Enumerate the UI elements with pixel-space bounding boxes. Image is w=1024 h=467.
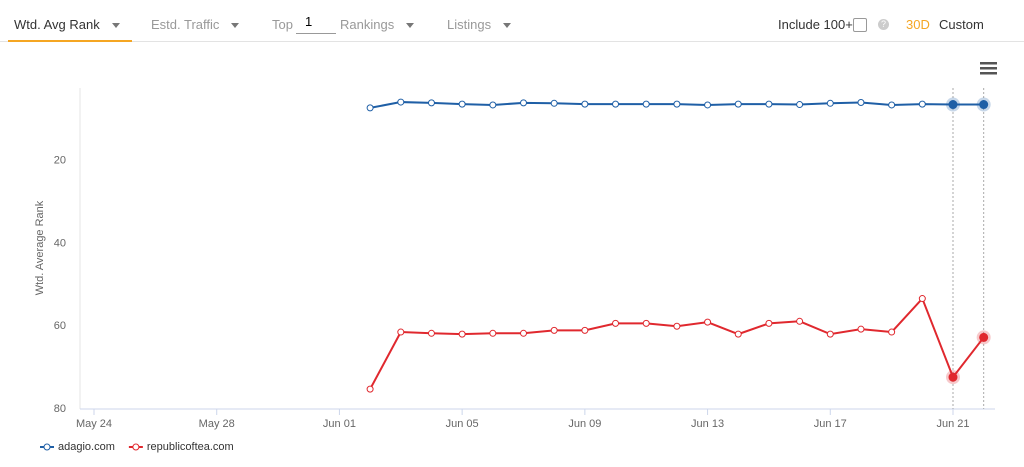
y-tick-label: 40 (54, 237, 66, 249)
x-tick-label: Jun 21 (936, 418, 969, 430)
point-halo (976, 97, 991, 112)
dropdown[interactable]: Listings (447, 17, 512, 32)
point (550, 326, 558, 334)
x-tick-label: Jun 17 (814, 418, 847, 430)
point (489, 101, 497, 109)
tab-label: Wtd. Avg Rank (14, 17, 100, 32)
top-label: Top (272, 17, 293, 32)
legend-marker (43, 443, 51, 451)
point (520, 99, 527, 107)
point (458, 100, 466, 108)
point (642, 319, 650, 327)
x-tick-label: May 28 (199, 418, 235, 430)
point (979, 100, 989, 110)
point (550, 99, 558, 107)
tab[interactable]: Estd. Traffic (151, 17, 240, 32)
point (397, 328, 405, 336)
point (366, 385, 374, 393)
point (397, 98, 405, 106)
legend-label: adagio.com (58, 441, 115, 453)
point (612, 100, 620, 108)
top-input[interactable]: 1 (296, 14, 336, 34)
point (366, 104, 374, 112)
x-tick-label: May 24 (76, 418, 112, 430)
point (765, 100, 773, 108)
point (796, 317, 804, 325)
series-line (369, 101, 984, 109)
point (581, 100, 589, 108)
point (489, 329, 497, 337)
point (948, 100, 958, 110)
point (642, 100, 650, 108)
checkbox[interactable] (853, 18, 867, 32)
dropdown-label: Rankings (340, 17, 395, 32)
y-tick-label: 80 (54, 403, 66, 415)
range-button[interactable]: Custom (939, 17, 984, 32)
toolbar: Wtd. Avg Rank Estd. Traffic Top 1 Rankin… (0, 0, 1024, 42)
legend-marker (132, 443, 140, 451)
legend-label: republicoftea.com (147, 441, 234, 453)
point-halo (976, 330, 991, 345)
tab-label: Estd. Traffic (151, 17, 220, 32)
active-underline (8, 40, 132, 42)
x-tick-label: Jun 01 (323, 418, 356, 430)
y-tick-label: 20 (54, 155, 66, 167)
point (673, 100, 681, 108)
point (765, 319, 773, 327)
dropdown-label: Listings (447, 17, 492, 32)
point (888, 101, 896, 109)
point (612, 319, 620, 327)
point (734, 330, 742, 338)
help-icon[interactable]: ? (878, 19, 889, 30)
point (857, 325, 865, 333)
point (796, 101, 804, 109)
x-tick-label: Jun 09 (568, 418, 601, 430)
x-tick-label: Jun 13 (691, 418, 724, 430)
point (427, 99, 435, 107)
point (427, 329, 435, 337)
y-axis-title: Wtd. Average Rank (34, 200, 46, 295)
point (734, 100, 742, 108)
point (520, 329, 527, 337)
point (888, 328, 896, 336)
y-tick-label: 60 (54, 320, 66, 332)
menu-icon[interactable] (980, 62, 997, 75)
point (948, 372, 958, 382)
point (581, 326, 589, 334)
point (979, 332, 989, 342)
dropdown[interactable]: Rankings (340, 17, 415, 32)
point (826, 330, 834, 338)
range-button[interactable]: 30D (906, 17, 930, 32)
point-halo (946, 370, 960, 385)
point (704, 318, 712, 326)
point (918, 100, 926, 108)
point (673, 322, 681, 330)
point (918, 295, 926, 303)
point (458, 330, 466, 338)
point (857, 98, 865, 106)
tab[interactable]: Wtd. Avg Rank (14, 17, 120, 32)
point-halo (946, 97, 960, 112)
series-line (369, 296, 985, 390)
point (704, 101, 712, 109)
x-tick-label: Jun 05 (446, 418, 479, 430)
include-label: Include 100+ (778, 17, 853, 32)
point (826, 99, 834, 107)
